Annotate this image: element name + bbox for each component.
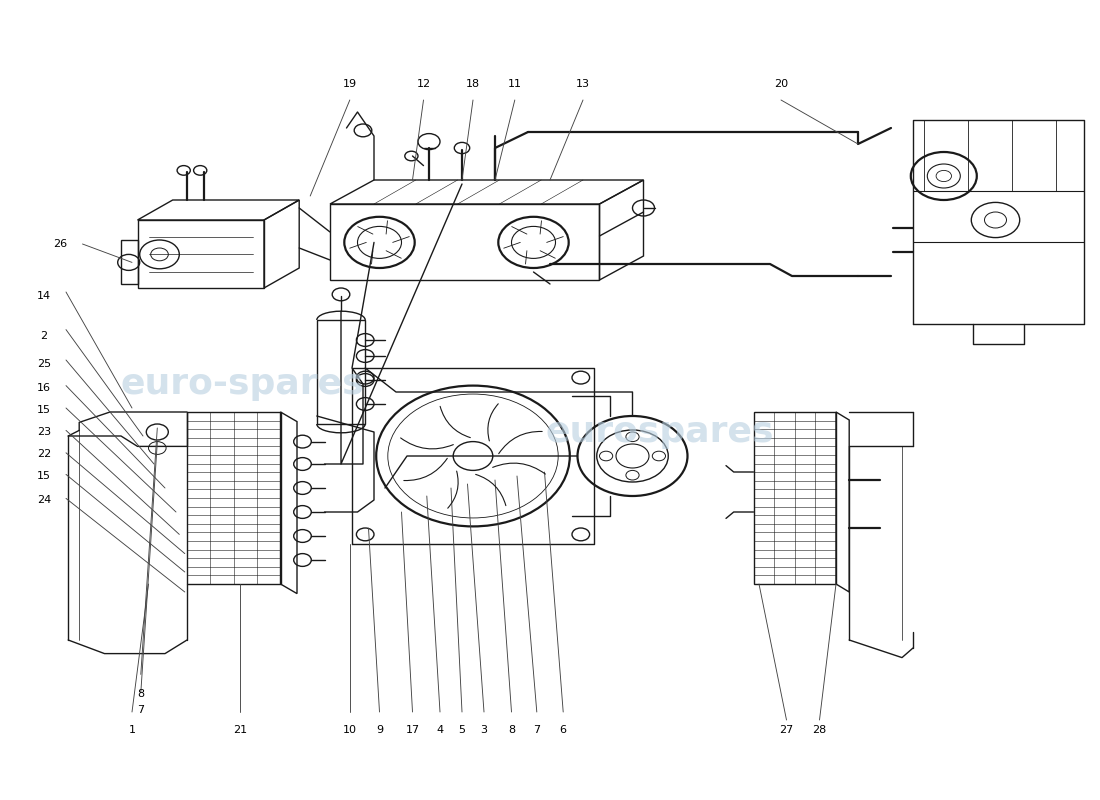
Text: 14: 14 xyxy=(37,291,51,301)
Text: 24: 24 xyxy=(37,495,51,505)
Text: 10: 10 xyxy=(343,725,356,734)
Text: 20: 20 xyxy=(774,79,788,89)
Bar xyxy=(187,412,280,584)
Text: 7: 7 xyxy=(138,706,144,715)
Bar xyxy=(317,320,365,424)
Text: 2: 2 xyxy=(41,331,47,341)
Text: eurospares: eurospares xyxy=(546,415,774,449)
Text: 7: 7 xyxy=(534,725,540,734)
Text: 15: 15 xyxy=(37,471,51,481)
Text: 17: 17 xyxy=(406,725,419,734)
Text: 5: 5 xyxy=(459,725,465,734)
Text: 28: 28 xyxy=(813,725,826,734)
Text: 4: 4 xyxy=(437,725,443,734)
Text: 11: 11 xyxy=(508,79,521,89)
Text: 8: 8 xyxy=(138,689,144,698)
Text: 18: 18 xyxy=(466,79,480,89)
Text: 19: 19 xyxy=(343,79,356,89)
Text: 21: 21 xyxy=(233,725,246,734)
Text: 1: 1 xyxy=(129,725,135,734)
Text: 6: 6 xyxy=(560,725,566,734)
Text: 15: 15 xyxy=(37,405,51,414)
Text: 13: 13 xyxy=(576,79,590,89)
Text: 22: 22 xyxy=(37,450,51,459)
Bar xyxy=(754,412,836,584)
Text: 27: 27 xyxy=(780,725,793,734)
Text: 3: 3 xyxy=(481,725,487,734)
Text: 16: 16 xyxy=(37,383,51,393)
Text: 9: 9 xyxy=(376,725,383,734)
Text: 25: 25 xyxy=(37,359,51,369)
Text: 8: 8 xyxy=(508,725,515,734)
Text: 26: 26 xyxy=(54,239,67,249)
Text: euro-spares: euro-spares xyxy=(120,367,364,401)
Text: 23: 23 xyxy=(37,427,51,437)
Text: 12: 12 xyxy=(417,79,430,89)
